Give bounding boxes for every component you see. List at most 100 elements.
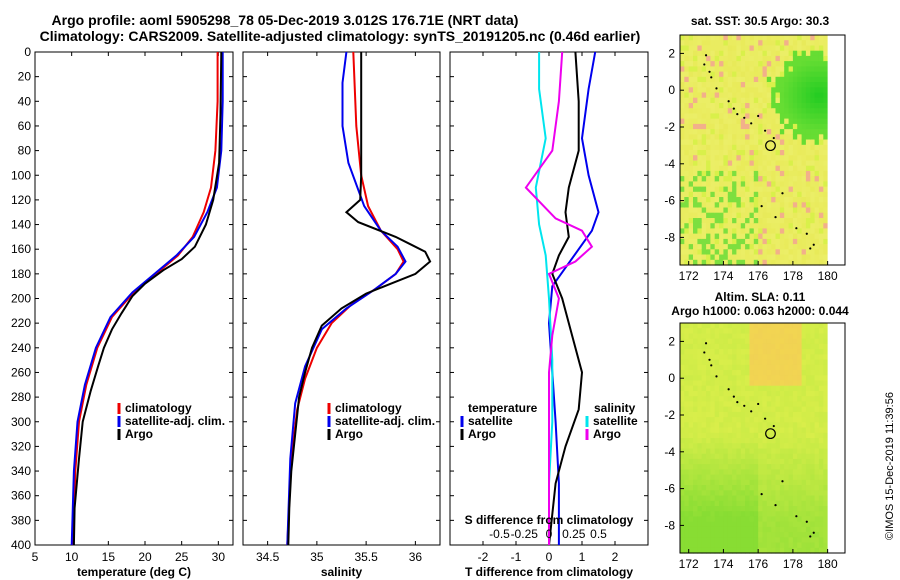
map_sst-cell: [727, 50, 733, 57]
map_sla-cell: [745, 479, 750, 486]
map_sla-cell: [727, 474, 733, 481]
map_sst-island: [732, 107, 735, 110]
map_sst-cell: [688, 244, 694, 250]
map_sla-cell: [736, 453, 742, 460]
map_sla-cell: [693, 375, 698, 382]
map_sla-cell: [762, 453, 768, 460]
map_sst-cell: [701, 176, 707, 182]
map_sla-cell: [723, 417, 729, 423]
map_sst-cell: [784, 45, 790, 52]
map_sla-cell: [701, 547, 707, 554]
map_sst-cell: [810, 45, 816, 52]
map_sla-cell: [710, 338, 716, 345]
map_sst-cell: [823, 233, 829, 240]
map_sst-cell: [797, 259, 803, 266]
map_sst-cell: [749, 218, 755, 224]
map_sst-cell: [758, 170, 764, 177]
map_sla-cell: [762, 537, 768, 544]
difference-series-temperature-satellite: [547, 51, 600, 545]
map_sst-cell: [779, 249, 785, 256]
map_sst-cell: [688, 197, 694, 203]
map_sst-cell: [749, 103, 755, 109]
map_sst-cell: [762, 129, 768, 135]
map_sla-cell: [710, 506, 716, 512]
map_sla-cell: [758, 375, 764, 382]
map_sla-cell: [727, 427, 733, 434]
map_sst-cell: [740, 249, 746, 256]
map_sla-cell: [723, 349, 729, 355]
map_sla-cell: [818, 417, 824, 423]
map_sst-cell: [745, 144, 750, 151]
map_sla-cell: [758, 406, 764, 413]
map_sst-cell: [758, 108, 764, 114]
map_sst-cell: [719, 212, 724, 219]
map_sla-cell: [810, 422, 816, 429]
map_sla-cell: [727, 458, 733, 465]
map_sla-cell: [706, 359, 711, 366]
map_sst-cell: [775, 191, 781, 198]
map_sst-cell: [753, 76, 759, 83]
map_sst-cell: [814, 223, 820, 229]
map_sla-cell: [680, 385, 685, 392]
map_sst-cell: [771, 129, 777, 135]
map_sla-cell: [805, 448, 811, 455]
map_sst-cell: [745, 76, 750, 83]
map_sst-cell: [797, 55, 803, 62]
map_sla-cell: [805, 417, 811, 423]
map_sst-cell: [753, 202, 759, 209]
map_sst-cell: [801, 181, 807, 188]
map_sst-cell: [779, 181, 785, 188]
map_sst-cell: [792, 155, 798, 161]
map_sla-cell: [693, 338, 698, 345]
map_sla-cell: [788, 479, 794, 486]
map_sst-cell: [732, 238, 737, 245]
map_sst-cell: [788, 160, 794, 167]
map_sla-cell: [714, 458, 720, 465]
map_sla-cell: [727, 495, 733, 502]
map_sst-cell: [710, 66, 716, 73]
map_sla-cell: [792, 354, 798, 361]
map_sla-cell: [762, 385, 768, 392]
map_sst-cell: [680, 176, 685, 182]
map_sst-cell: [706, 249, 711, 256]
map_sst-cell: [810, 181, 816, 188]
map_sst-cell: [688, 207, 694, 214]
map_sst-cell: [753, 259, 759, 266]
map_sst-island: [774, 216, 777, 219]
map_sla-cell: [745, 323, 750, 329]
map_sla-cell: [719, 453, 724, 460]
map_sla-cell: [775, 537, 781, 544]
map_sla-cell: [762, 364, 768, 371]
map_sst-cell: [749, 66, 755, 73]
map_sla-blank-area: [827, 323, 845, 553]
map_sla-cell: [775, 422, 781, 429]
map_sst-cell: [710, 71, 716, 78]
map_sla-cell: [758, 469, 764, 476]
map_sst-cell: [801, 191, 807, 198]
map_sst-cell: [688, 191, 694, 198]
map_sst-cell: [810, 97, 816, 104]
map_sst-cell: [710, 228, 716, 235]
map_sst-cell: [823, 108, 829, 114]
map_sla-cell: [701, 469, 707, 476]
map_sst-cell: [762, 108, 768, 114]
map_sst-cell: [810, 144, 816, 151]
map_sst-cell: [732, 129, 737, 135]
map_sst-cell: [788, 71, 794, 78]
map_sla-cell: [684, 453, 690, 460]
map_sst-cell: [706, 123, 711, 130]
map_sla-cell: [697, 532, 703, 538]
map_sla-cell: [719, 411, 724, 418]
map_sst-cell: [736, 144, 742, 151]
map_sla-cell: [684, 438, 690, 444]
map_sla-cell: [818, 391, 824, 397]
map_sst-cell: [684, 144, 690, 151]
map_sla-island: [710, 364, 713, 367]
map_sla-cell: [706, 375, 711, 382]
map_sst-cell: [766, 186, 772, 193]
map_sla-cell: [732, 443, 737, 449]
map_sla-cell: [758, 537, 764, 544]
map_sla-cell: [749, 479, 755, 486]
map_sla-island: [750, 410, 753, 413]
map_sst-cell: [714, 155, 720, 161]
